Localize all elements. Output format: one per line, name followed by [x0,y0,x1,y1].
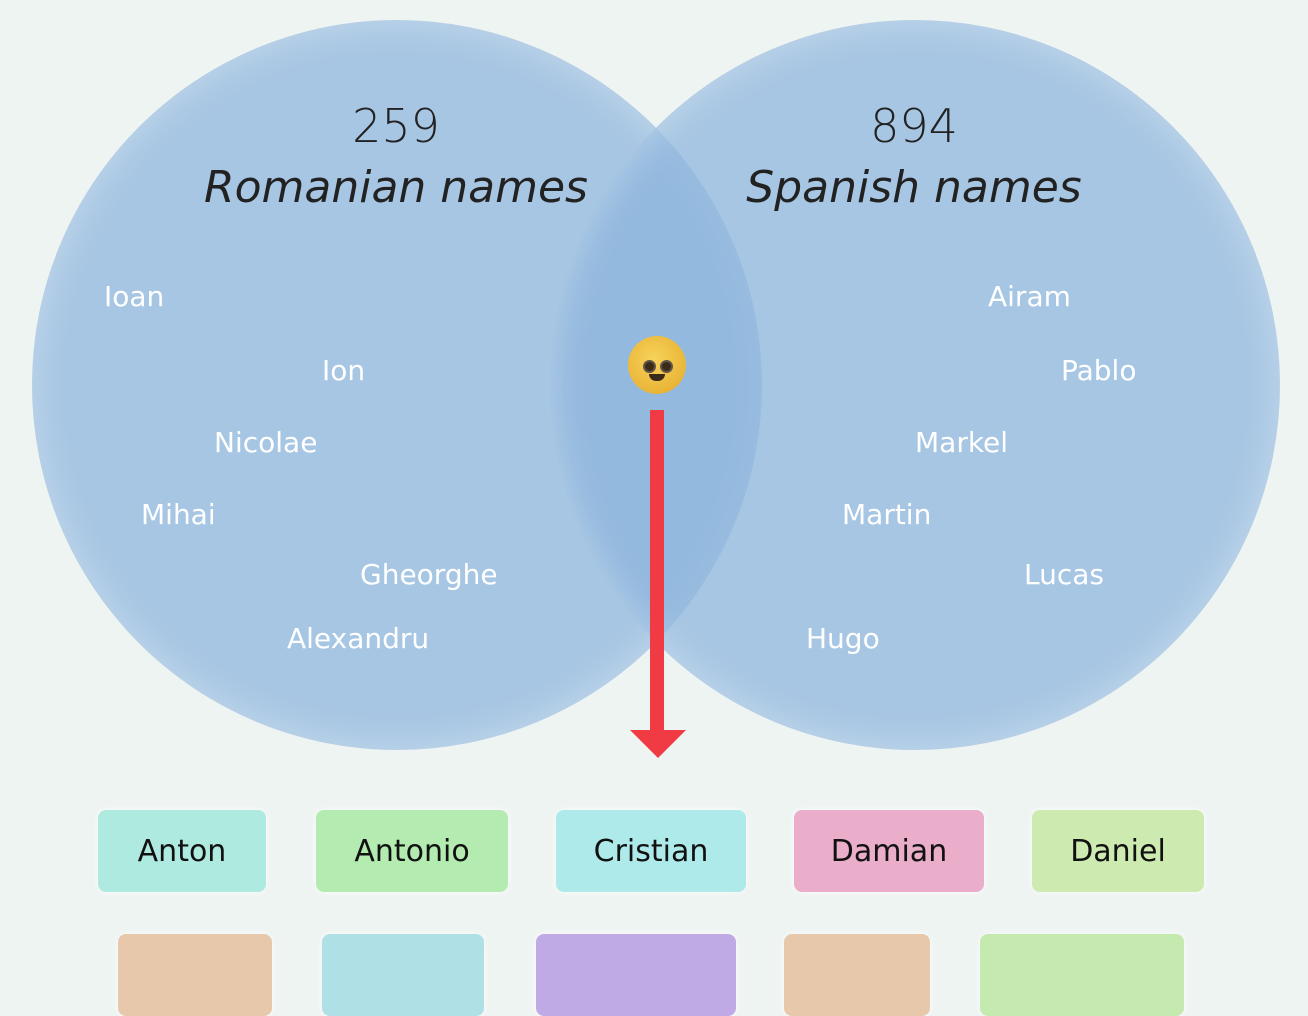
name-chip[interactable] [784,934,930,1016]
name-chip[interactable]: Antonio [316,810,508,892]
spanish-name: Hugo [806,622,880,655]
romanian-name: Gheorghe [360,558,498,591]
baby-icon [628,336,686,394]
name-chip[interactable]: Cristian [556,810,746,892]
romanian-name: Alexandru [287,622,430,655]
spanish-label: Spanish names [746,162,1082,213]
spanish-name: Pablo [1061,354,1137,387]
romanian-label: Romanian names [204,162,588,213]
name-chip[interactable] [322,934,484,1016]
spanish-name: Martin [842,498,932,531]
spanish-name: Markel [915,426,1009,459]
romanian-count: 259 [352,99,440,153]
name-chip[interactable]: Damian [794,810,984,892]
name-chip[interactable] [980,934,1184,1016]
chip-label: Anton [137,833,227,869]
spanish-name: Airam [988,280,1071,313]
name-chip[interactable]: Daniel [1032,810,1204,892]
chip-label: Cristian [593,833,709,869]
spanish-count: 894 [870,99,958,153]
spanish-header: 894 Spanish names [664,96,1164,220]
romanian-header: 259 Romanian names [146,96,646,220]
chip-label: Damian [830,833,948,869]
name-chip[interactable] [118,934,272,1016]
name-chip[interactable]: Anton [98,810,266,892]
spanish-name: Lucas [1024,558,1104,591]
arrow-down-icon [650,410,664,732]
chip-label: Antonio [354,833,470,869]
romanian-name: Nicolae [214,426,318,459]
romanian-name: Ioan [104,280,165,313]
romanian-name: Ion [322,354,366,387]
name-chip[interactable] [536,934,736,1016]
chip-label: Daniel [1070,833,1166,869]
romanian-name: Mihai [141,498,216,531]
arrow-head-icon [630,730,686,758]
